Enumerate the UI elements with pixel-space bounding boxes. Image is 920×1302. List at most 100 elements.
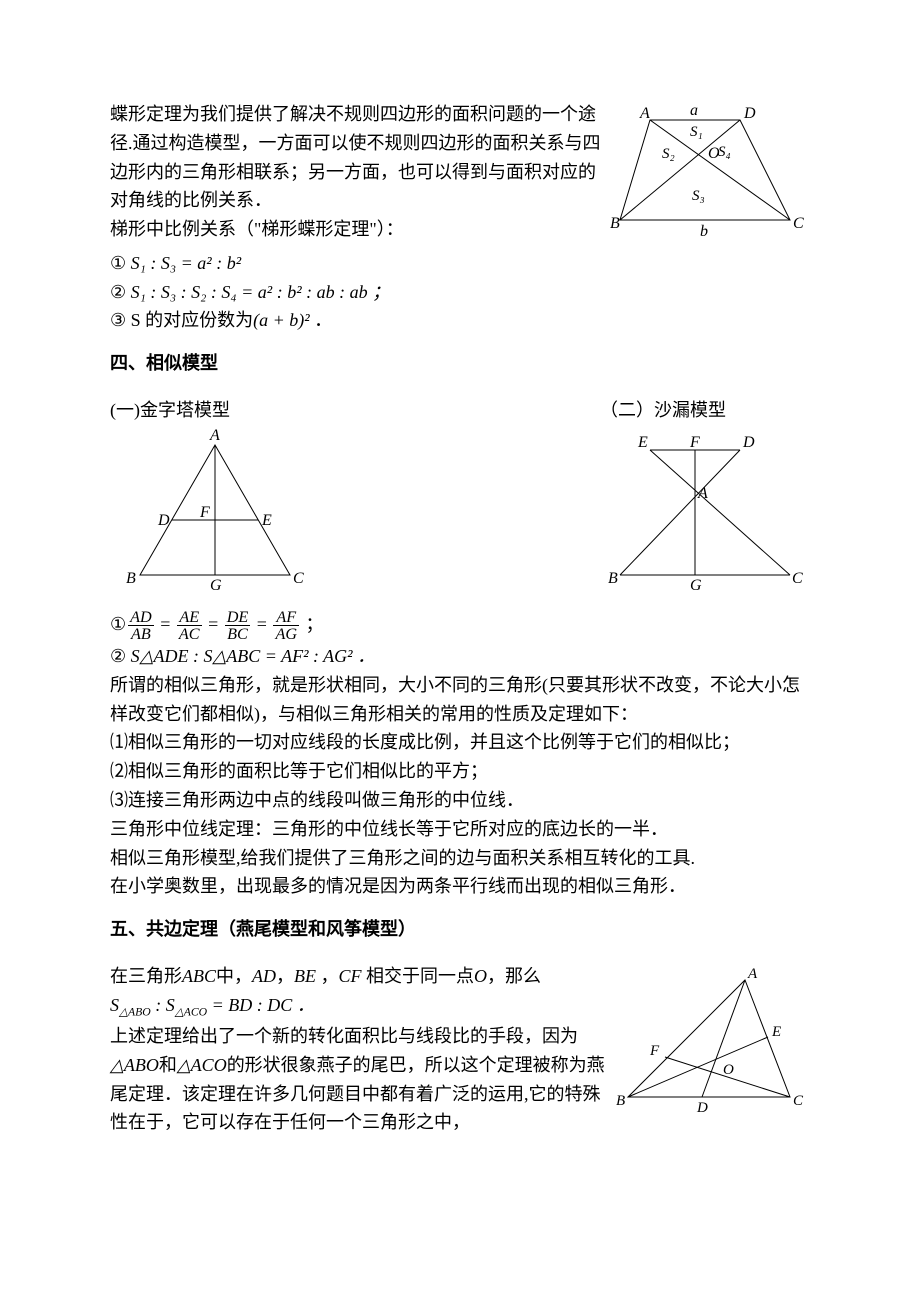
- hg-E: E: [637, 434, 648, 451]
- py-F: F: [199, 504, 210, 521]
- s5-f-after: = BD : DC ．: [207, 995, 315, 1015]
- section4-sub2: （二）沙漏模型: [600, 396, 810, 425]
- label-A: A: [639, 105, 650, 122]
- frac3-den: BC: [225, 626, 251, 642]
- section4-p3: ⑵相似三角形的面积比等于它们相似比的平方；: [110, 757, 810, 786]
- formula3-after: ．: [310, 310, 333, 330]
- hg-A: A: [697, 485, 708, 502]
- sw-O: O: [723, 1062, 734, 1078]
- label-b: b: [700, 223, 708, 240]
- circled-2: ②: [110, 282, 126, 302]
- section4-p2: ⑴相似三角形的一切对应线段的长度成比例，并且这个比例等于它们的相似比；: [110, 728, 810, 757]
- s5-p1-mid3: ，: [316, 966, 339, 986]
- hourglass-block: （二）沙漏模型 E F D A B G C: [600, 396, 810, 609]
- sw-A: A: [747, 966, 758, 982]
- s5-p1-ad: AD: [252, 966, 276, 986]
- sw-D: D: [696, 1100, 708, 1116]
- frac2-num: AE: [177, 609, 202, 626]
- section4-p5: 三角形中位线定理：三角形的中位线长等于它所对应的底边长的一半．: [110, 815, 810, 844]
- intro-block: 蝶形定理为我们提供了解决不规则四边形的面积问题的一个途径.通过构造模型，一方面可…: [110, 100, 810, 249]
- py-E: E: [261, 512, 272, 529]
- formula1-expr: S₁ : S₃ = a² : b²: [131, 253, 241, 273]
- section5-block: 在三角形ABC中，AD，BE ，CF 相交于同一点O，那么 S△ABO : S△…: [110, 962, 810, 1137]
- py-D: D: [157, 512, 170, 529]
- s5-f-before: S: [110, 995, 119, 1015]
- hg-G: G: [690, 577, 702, 594]
- s5-p2-aco: △ACO: [177, 1055, 227, 1075]
- frac1-den: AB: [128, 626, 154, 642]
- frac2-den: AC: [177, 626, 202, 642]
- trapezoid-svg: A D B C O S₁ S₂ S₄ S₃ a b: [610, 100, 810, 240]
- label-D: D: [743, 105, 756, 122]
- frac1-num: AD: [128, 609, 154, 626]
- s5-p1-mid1: 中，: [216, 966, 252, 986]
- label-S4: S₄: [718, 144, 731, 160]
- s5-p2-mid: 和: [159, 1055, 177, 1075]
- formula3-before: S 的对应份数为: [126, 310, 253, 330]
- frac4-num: AF: [273, 609, 299, 626]
- section4-p4: ⑶连接三角形两边中点的线段叫做三角形的中位线．: [110, 786, 810, 815]
- section4-subtitles: (一)金字塔模型 A B C D E F G （二）沙漏模型: [110, 396, 810, 609]
- py-C: C: [293, 570, 304, 587]
- s5-p2-abo: △ABO: [110, 1055, 159, 1075]
- hg-B: B: [608, 570, 618, 587]
- section5-title: 五、共边定理（燕尾模型和风筝模型）: [110, 915, 810, 944]
- label-S2: S₂: [662, 146, 675, 162]
- s5-p1-mid2: ，: [276, 966, 294, 986]
- sw-E: E: [771, 1024, 781, 1040]
- section4-sub1: (一)金字塔模型: [110, 396, 320, 425]
- py-B: B: [126, 570, 136, 587]
- s5-p1-cf: CF: [339, 966, 362, 986]
- hg-C: C: [792, 570, 803, 587]
- hourglass-svg: E F D A B G C: [600, 425, 810, 600]
- swallowtail-svg: A B C D E F O: [610, 962, 810, 1117]
- s5-f-sub2: △ACO: [175, 1005, 207, 1018]
- s4-circled-1: ①: [110, 613, 126, 633]
- intro-text: 蝶形定理为我们提供了解决不规则四边形的面积问题的一个途径.通过构造模型，一方面可…: [110, 100, 610, 249]
- s5-f-sub1: △ABO: [119, 1005, 151, 1018]
- section5-formula: S△ABO : S△ACO = BD : DC ．: [110, 991, 610, 1022]
- section5-p2: 上述定理给出了一个新的转化面积比与线段比的手段，因为△ABO和△ACO的形状很象…: [110, 1022, 610, 1137]
- s5-p2-before: 上述定理给出了一个新的转化面积比与线段比的手段，因为: [110, 1026, 578, 1046]
- section4-title: 四、相似模型: [110, 349, 810, 378]
- label-a: a: [690, 102, 698, 119]
- s4-formula2-expr: S△ADE : S△ABC = AF² : AG² ．: [131, 646, 375, 666]
- circled-1: ①: [110, 253, 126, 273]
- py-A: A: [209, 427, 220, 444]
- pyramid-block: (一)金字塔模型 A B C D E F G: [110, 396, 320, 609]
- circled-3: ③: [110, 310, 126, 330]
- label-C: C: [793, 215, 804, 232]
- section5-text: 在三角形ABC中，AD，BE ，CF 相交于同一点O，那么 S△ABO : S△…: [110, 962, 610, 1137]
- section4-p6: 相似三角形模型,给我们提供了三角形之间的边与面积关系相互转化的工具.: [110, 844, 810, 873]
- intro-formula3: ③ S 的对应份数为(a + b)² ．: [110, 306, 810, 335]
- intro-p2: 梯形中比例关系（"梯形蝶形定理"）：: [110, 215, 610, 244]
- py-G: G: [210, 577, 222, 594]
- frac4-den: AG: [273, 626, 299, 642]
- s5-p1-after: ，那么: [487, 966, 541, 986]
- label-B: B: [610, 215, 620, 232]
- sw-F: F: [649, 1043, 660, 1059]
- s4-circled-2: ②: [110, 646, 126, 666]
- s5-f-mid: : S: [151, 995, 175, 1015]
- intro-formula2: ② S₁ : S₃ : S₂ : S₄ = a² : b² : ab : ab …: [110, 278, 810, 307]
- label-S3: S₃: [692, 188, 705, 204]
- section4-formula2: ② S△ADE : S△ABC = AF² : AG² ．: [110, 642, 810, 671]
- s5-p1-abc: ABC: [182, 966, 216, 986]
- swallowtail-figure: A B C D E F O: [610, 962, 810, 1137]
- s5-p1-before: 在三角形: [110, 966, 182, 986]
- hg-F: F: [689, 434, 700, 451]
- s5-p1-be: BE: [294, 966, 316, 986]
- pyramid-svg: A B C D E F G: [110, 425, 320, 600]
- section5-p1: 在三角形ABC中，AD，BE ，CF 相交于同一点O，那么: [110, 962, 610, 991]
- trapezoid-figure: A D B C O S₁ S₂ S₄ S₃ a b: [610, 100, 810, 249]
- s4-f1-suffix: ；: [306, 613, 324, 633]
- intro-p1: 蝶形定理为我们提供了解决不规则四边形的面积问题的一个途径.通过构造模型，一方面可…: [110, 100, 610, 215]
- label-S1: S₁: [690, 124, 703, 140]
- s5-p1-mid4: 相交于同一点: [362, 966, 475, 986]
- frac3-num: DE: [225, 609, 251, 626]
- sw-B: B: [616, 1093, 625, 1109]
- sw-C: C: [793, 1093, 804, 1109]
- formula2-expr: S₁ : S₃ : S₂ : S₄ = a² : b² : ab : ab ；: [131, 282, 390, 302]
- s5-p1-o: O: [474, 966, 487, 986]
- section4-formula1: ①ADAB = AEAC = DEBC = AFAG ；: [110, 609, 810, 642]
